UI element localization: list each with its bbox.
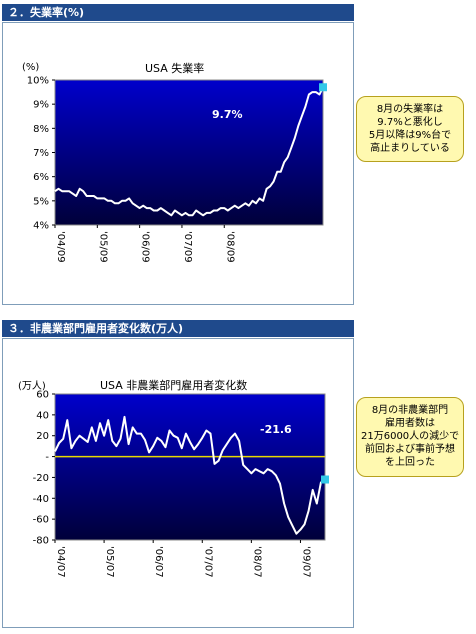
y-tick-label: -40 (33, 494, 49, 505)
callout-line: 高止まりしている (370, 143, 450, 154)
y-tick-label: 10% (27, 76, 49, 87)
callout-line: 5月以降は9%台で (368, 130, 452, 141)
plot-area (54, 393, 326, 541)
y-tick-label: 20 (36, 431, 49, 442)
x-tick-label: '08/07 (251, 546, 262, 578)
section-header-payrolls: ３．非農業部門雇用者変化数(万人) (2, 320, 354, 337)
payrolls-chart: -80-60-40-20-204060'04/07'05/07'06/07'07… (33, 390, 329, 578)
payrolls-chart-title: USA 非農業部門雇用者変化数 (100, 379, 248, 392)
y-tick-label: -20 (33, 473, 49, 484)
unemployment-callout: 8月の失業率は 9.7%と悪化し 5月以降は9%台で 高止まりしている (356, 96, 464, 162)
x-tick-label: '04/07 (55, 546, 66, 578)
x-tick-label: '06/07 (153, 546, 164, 578)
x-tick-label: '08/09 (224, 231, 235, 263)
payrolls-axis-unit: (万人) (18, 381, 46, 392)
y-tick-label: 9% (33, 100, 49, 111)
y-tick-label: -80 (33, 536, 49, 547)
payrolls-callout: 8月の非農業部門 雇用者数は 21万6000人の減少で 前回および事前予想 を上… (356, 397, 464, 477)
value-annotation: 9.7% (212, 108, 243, 121)
latest-value-marker (319, 83, 327, 92)
callout-line: 雇用者数は (385, 418, 435, 429)
x-tick-label: '07/07 (202, 546, 213, 578)
y-tick-label: 60 (36, 390, 49, 401)
y-tick-label: 7% (33, 148, 49, 159)
y-tick-label: 4% (33, 221, 49, 232)
callout-line: 8月の非農業部門 (371, 405, 449, 416)
y-tick-label: 40 (36, 410, 49, 421)
callout-line: 21万6000人の減少で (361, 431, 460, 442)
x-tick-label: '06/09 (140, 231, 151, 263)
callout-line: 8月の失業率は (376, 104, 444, 115)
x-tick-label: '05/09 (97, 231, 108, 263)
x-tick-label: '07/09 (182, 231, 193, 263)
series-line (54, 86, 324, 217)
series-line (54, 415, 326, 535)
y-tick-label: - (45, 452, 49, 463)
x-tick-label: '05/07 (104, 546, 115, 578)
y-tick-label: 5% (33, 196, 49, 207)
y-tick-label: 8% (33, 124, 49, 135)
section-header-unemployment: ２．失業率(%) (2, 4, 354, 21)
x-tick-label: '09/07 (300, 546, 311, 578)
x-tick-label: '04/09 (55, 231, 66, 263)
plot-area (54, 79, 324, 226)
unemployment-chart-title: USA 失業率 (145, 62, 205, 75)
callout-line: 9.7%と悪化し (377, 117, 443, 128)
y-tick-label: 6% (33, 172, 49, 183)
callout-line: を上回った (385, 457, 435, 468)
value-annotation: -21.6 (260, 423, 292, 436)
callout-line: 前回および事前予想 (365, 444, 455, 455)
y-tick-label: -60 (33, 515, 49, 526)
unemployment-axis-unit: (%) (22, 62, 40, 73)
latest-value-marker (321, 475, 329, 484)
unemployment-chart: 4% 5% 6% 7% 8% 9% 10% '04/09 '05/09 '06/09 '07/09 '… (27, 76, 327, 263)
